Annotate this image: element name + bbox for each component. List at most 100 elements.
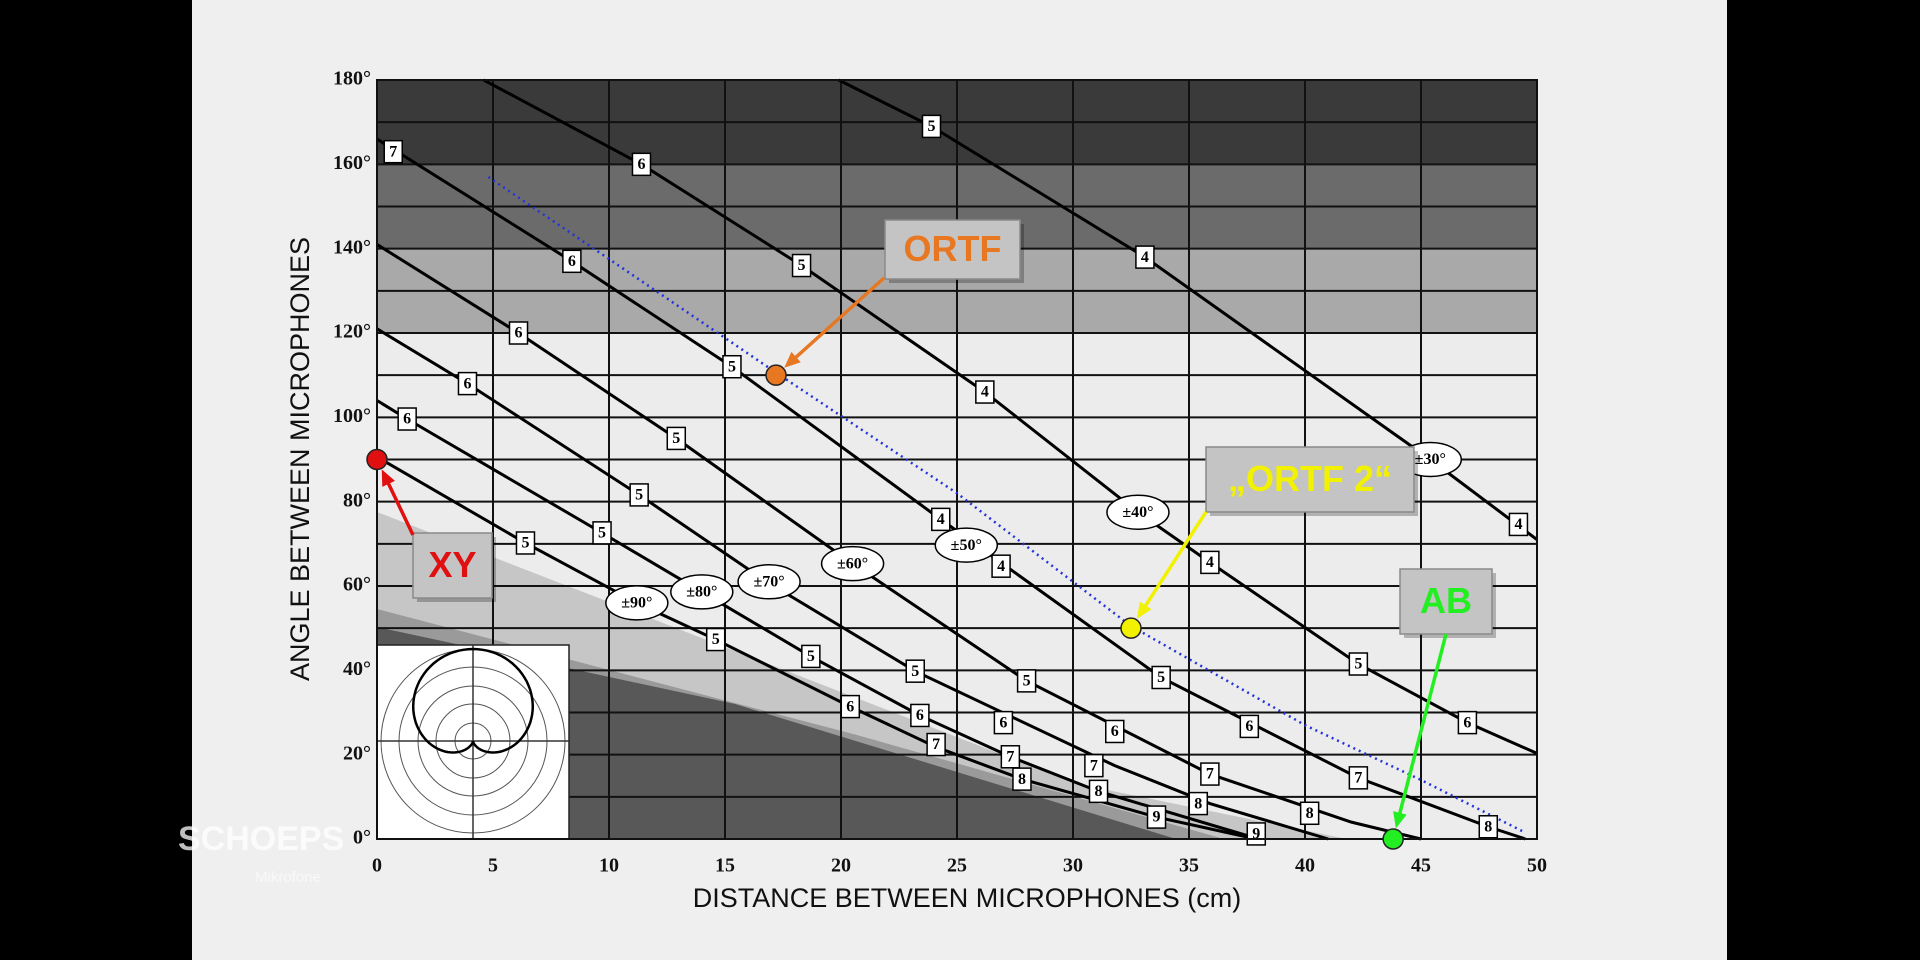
curve-label-box (1151, 665, 1171, 690)
curve-label: 6 (1245, 718, 1253, 735)
curve-label: 4 (937, 511, 945, 528)
angle-label: ±90° (621, 595, 652, 612)
callout-arrow (790, 276, 886, 363)
curve-label: 6 (515, 325, 523, 342)
callout-box (1399, 568, 1493, 635)
labels: 0 5 10 15 20 25 30 35 40 45 500°20°40°60°80°100°12… (333, 68, 1547, 877)
curve-label: 5 (798, 257, 806, 274)
curve-label: 6 (916, 707, 924, 724)
curve-label: 7 (1090, 757, 1098, 774)
y-tick-label: 80° (343, 489, 371, 511)
x-tick-label: 10 (599, 855, 619, 877)
x-tick-label: 30 (1063, 855, 1083, 877)
curve-label: 6 (463, 375, 471, 392)
curve-label-box (1457, 710, 1478, 735)
x-tick-label: 15 (715, 855, 735, 877)
curve-label: 7 (1006, 748, 1014, 765)
angle-label-oval (670, 574, 734, 610)
curve-label: 6 (568, 253, 576, 270)
curve-label-box (1188, 791, 1209, 816)
curve-label-box (1299, 801, 1320, 826)
x-tick-label: 35 (1179, 855, 1199, 877)
angle-label-oval (605, 585, 669, 621)
curve-label: 8 (1194, 795, 1202, 812)
angle-label-oval (934, 527, 999, 563)
setup-point (765, 364, 787, 386)
angle-label: ±60° (837, 555, 868, 572)
x-axis-title: DISTANCE BETWEEN MICROPHONES (cm) (693, 883, 1242, 913)
setup-point (1382, 828, 1404, 850)
angle-label-oval (820, 545, 885, 582)
watermark-brand: SCHOEPS (178, 820, 344, 858)
curve-label-box (931, 507, 951, 532)
curve-label: 7 (932, 736, 940, 753)
curve-label: 5 (635, 487, 643, 504)
band (377, 627, 1176, 839)
angle-label: ±70° (753, 573, 784, 590)
callout-label: „ORTF 2“ (1228, 458, 1392, 499)
curve-label-box (1135, 245, 1155, 269)
curve-label-box (801, 644, 821, 669)
curve-label-box (1348, 652, 1369, 676)
callout-arrow (384, 477, 415, 536)
y-tick-label: 60° (343, 574, 371, 596)
curve-label-box (722, 354, 742, 379)
x-tick-label: 40 (1295, 855, 1315, 877)
callout-arrowhead (1136, 601, 1152, 619)
curve-label: 5 (1354, 656, 1362, 673)
curve-label-box (993, 710, 1014, 735)
angle-label: ±50° (951, 537, 982, 554)
curve-label: 4 (1141, 249, 1149, 266)
curve-label: 5 (672, 430, 680, 447)
curve-label-box (991, 554, 1011, 578)
curve-label-box (631, 152, 652, 177)
curve-label-box (905, 659, 925, 683)
angle-label-oval (737, 564, 801, 600)
curve-label: 8 (1095, 783, 1103, 800)
curve-label: 5 (927, 118, 935, 135)
angle-label: ±80° (686, 584, 717, 601)
curve-label-box (666, 426, 687, 451)
curve-label: 6 (1111, 723, 1119, 740)
curve-label-box (840, 694, 861, 719)
callouts: XY ORTF „ORTF 2“ AB (366, 219, 1496, 850)
inset-cardioid (411, 647, 535, 754)
y-tick-label: 0° (353, 827, 371, 849)
y-tick-label: 180° (333, 68, 371, 90)
curve-label: 4 (981, 384, 989, 401)
y-tick-label: 100° (333, 405, 371, 427)
polar-inset (376, 644, 570, 840)
x-tick-label: 45 (1411, 855, 1431, 877)
curve-label-box (383, 139, 403, 164)
curve-label-box (562, 249, 582, 274)
curve-label-box (1088, 779, 1109, 804)
curve-label: 8 (1018, 771, 1026, 788)
curve-label-box (975, 380, 995, 404)
curve-label: 4 (1206, 554, 1214, 571)
x-tick-label: 20 (831, 855, 851, 877)
x-tick-label: 0 (372, 855, 382, 877)
curve-label: 6 (999, 714, 1007, 731)
y-tick-label: 20° (343, 742, 371, 764)
curve-label-box (1146, 805, 1167, 829)
y-axis-title: ANGLE BETWEEN MICROPHONES (285, 237, 315, 681)
curve-label-box (592, 521, 612, 545)
callout-arrowhead (1393, 811, 1407, 829)
angle-label-oval (1106, 494, 1170, 530)
curve-label: 9 (1252, 826, 1260, 843)
curve-label-box (1200, 762, 1220, 786)
curve-label: 6 (637, 156, 645, 173)
y-tick-label: 140° (333, 236, 371, 258)
angle-label: ±30° (1415, 451, 1446, 468)
curve-label: 5 (911, 663, 919, 680)
callout-box (1205, 446, 1415, 513)
callout-arrow (1396, 633, 1448, 820)
curve-label-box (921, 114, 942, 139)
callout-box (412, 532, 493, 599)
curve-label: 5 (807, 648, 815, 665)
curve-label-box (705, 627, 726, 652)
y-tick-label: 120° (333, 321, 371, 343)
y-tick-label: 160° (333, 152, 371, 174)
curve-label-box (1016, 669, 1037, 693)
